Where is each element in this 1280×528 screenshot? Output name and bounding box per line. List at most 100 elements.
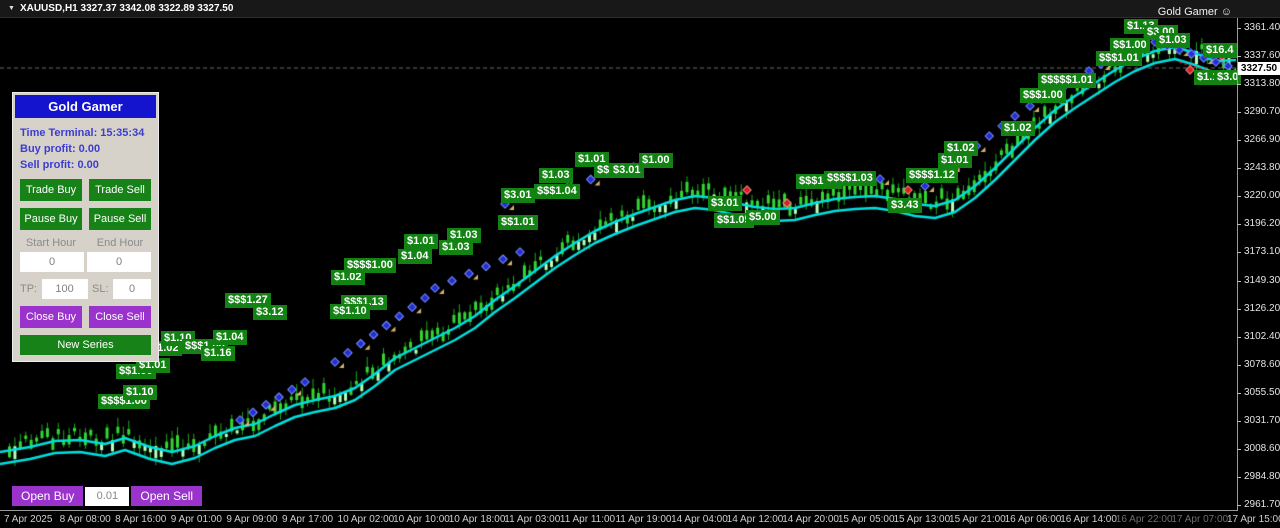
profit-tag: $3.0	[1214, 70, 1242, 85]
price-axis-tick	[1237, 280, 1241, 282]
end-hour-label: End Hour	[96, 237, 144, 249]
time-axis-label: 10 Apr 02:00	[337, 514, 395, 525]
profit-tag: $$1.05	[714, 213, 754, 228]
price-axis-label: 2961.70	[1244, 499, 1280, 511]
price-axis-label: 3290.70	[1244, 106, 1280, 118]
profit-tag: $1.02	[944, 141, 978, 156]
time-axis-line	[0, 510, 1238, 511]
profit-tag: $1.01	[938, 153, 972, 168]
profit-tag: $3.43	[888, 198, 922, 213]
time-axis-label: 10 Apr 18:00	[448, 514, 506, 525]
profit-tag: $$$1.00	[1020, 88, 1066, 103]
new-series-button[interactable]: New Series	[20, 335, 151, 355]
profit-tag: $$1.10	[330, 304, 370, 319]
price-axis-label: 3055.50	[1244, 386, 1280, 398]
price-axis-tick	[1237, 364, 1241, 366]
price-axis-tick	[1237, 168, 1241, 170]
profit-tag: $1.10	[123, 385, 157, 400]
time-axis-label: 11 Apr 19:00	[615, 514, 672, 525]
time-axis-label: 14 Apr 12:00	[726, 514, 784, 525]
price-axis-label: 3149.30	[1244, 274, 1280, 286]
trade-buy-button[interactable]: Trade Buy	[20, 179, 82, 201]
price-axis-label: 3008.60	[1244, 442, 1280, 454]
profit-tag: $1.16	[201, 346, 235, 361]
price-axis-tick	[1237, 448, 1241, 450]
profit-tag: $3.01	[708, 196, 742, 211]
open-buy-button[interactable]: Open Buy	[12, 486, 84, 506]
start-hour-input[interactable]	[20, 252, 84, 272]
profit-tag: $$$1.01	[1096, 51, 1142, 66]
profit-tag: $1.03	[1156, 33, 1190, 48]
pause-buy-button[interactable]: Pause Buy	[20, 208, 82, 230]
time-axis-label: 9 Apr 09:00	[226, 514, 278, 525]
profit-tag: $1.03	[447, 228, 481, 243]
close-buy-button[interactable]: Close Buy	[20, 306, 82, 328]
profit-tag: $1.00	[639, 153, 673, 168]
price-axis-tick	[1237, 56, 1241, 58]
time-axis-label: 17 Apr 07:00	[1171, 514, 1229, 525]
trade-bar: Open Buy Open Sell	[12, 486, 203, 506]
time-axis-label: 16 Apr 22:00	[1115, 514, 1173, 525]
time-terminal-text: Time Terminal: 15:35:34	[20, 127, 145, 139]
price-axis-label: 3078.60	[1244, 358, 1280, 370]
price-axis-tick	[1237, 112, 1241, 114]
time-axis-label: 14 Apr 20:00	[782, 514, 839, 525]
price-axis-label: 3102.40	[1244, 330, 1280, 342]
ea-name-label[interactable]: Gold Gamer ☺	[1157, 6, 1232, 18]
price-axis-label: 2984.80	[1244, 470, 1280, 482]
time-axis-label: 7 Apr 2025	[4, 514, 53, 525]
price-axis-label: 3266.90	[1244, 134, 1280, 146]
time-axis-label: 15 Apr 13:00	[893, 514, 951, 525]
price-axis-tick	[1237, 84, 1241, 86]
profit-tag: $$$$1.03	[824, 171, 876, 186]
current-price-badge: 3327.50	[1238, 62, 1280, 75]
profit-tag: $1.04	[213, 330, 247, 345]
profit-tag: $1.02	[1001, 121, 1035, 136]
price-axis-tick	[1237, 196, 1241, 198]
profit-tag: $$$$1.12	[906, 168, 958, 183]
profit-tag: $3.01	[501, 188, 535, 203]
sell-profit-text: Sell profit: 0.00	[20, 159, 99, 171]
tp-input[interactable]	[41, 279, 88, 299]
chart-titlebar: ▼ XAUUSD,H1 3327.37 3342.08 3322.89 3327…	[0, 0, 1280, 18]
panel-title: Gold Gamer	[15, 95, 156, 118]
time-axis-label: 15 Apr 05:00	[837, 514, 895, 525]
open-sell-button[interactable]: Open Sell	[131, 486, 203, 506]
profit-tag: $1.04	[398, 249, 432, 264]
buy-profit-text: Buy profit: 0.00	[20, 143, 101, 155]
profit-tag: $$$$1.00	[344, 258, 396, 273]
time-axis-label: 10 Apr 10:00	[393, 514, 450, 525]
price-axis-separator	[1237, 17, 1238, 511]
time-axis-label: 16 Apr 14:00	[1060, 514, 1117, 525]
price-axis-tick	[1237, 505, 1241, 507]
symbol-dropdown-icon[interactable]: ▼	[8, 5, 15, 12]
time-axis-label: 17 Apr 15:00	[1226, 514, 1280, 525]
profit-tag: $1.03	[539, 168, 573, 183]
profit-tag: $$1.00	[1110, 38, 1150, 53]
pause-sell-button[interactable]: Pause Sell	[89, 208, 151, 230]
price-axis-tick	[1237, 252, 1241, 254]
profit-tag: $$$1.04	[534, 184, 580, 199]
price-axis-tick	[1237, 140, 1241, 142]
end-hour-input[interactable]	[87, 252, 151, 272]
lot-size-input[interactable]	[85, 486, 130, 506]
profit-tag: $$1.01	[498, 215, 538, 230]
time-axis-label: 8 Apr 08:00	[59, 514, 111, 525]
close-sell-button[interactable]: Close Sell	[89, 306, 151, 328]
time-axis-label: 9 Apr 01:00	[170, 514, 222, 525]
price-axis-label: 3361.40	[1244, 22, 1280, 33]
price-axis-label: 3313.80	[1244, 78, 1280, 90]
start-hour-label: Start Hour	[25, 237, 77, 249]
profit-tag: $1.02	[331, 270, 365, 285]
price-axis-tick	[1237, 476, 1241, 478]
price-axis-label: 3243.80	[1244, 162, 1280, 174]
price-axis-tick	[1237, 392, 1241, 394]
price-axis-tick	[1237, 224, 1241, 226]
trade-sell-button[interactable]: Trade Sell	[89, 179, 151, 201]
sl-input[interactable]	[113, 279, 151, 299]
time-axis-label: 11 Apr 11:00	[559, 514, 616, 525]
gold-gamer-panel: Gold Gamer Time Terminal: 15:35:34 Buy p…	[12, 92, 159, 362]
time-axis-label: 15 Apr 21:00	[949, 514, 1006, 525]
profit-tag: $3.01	[610, 163, 644, 178]
